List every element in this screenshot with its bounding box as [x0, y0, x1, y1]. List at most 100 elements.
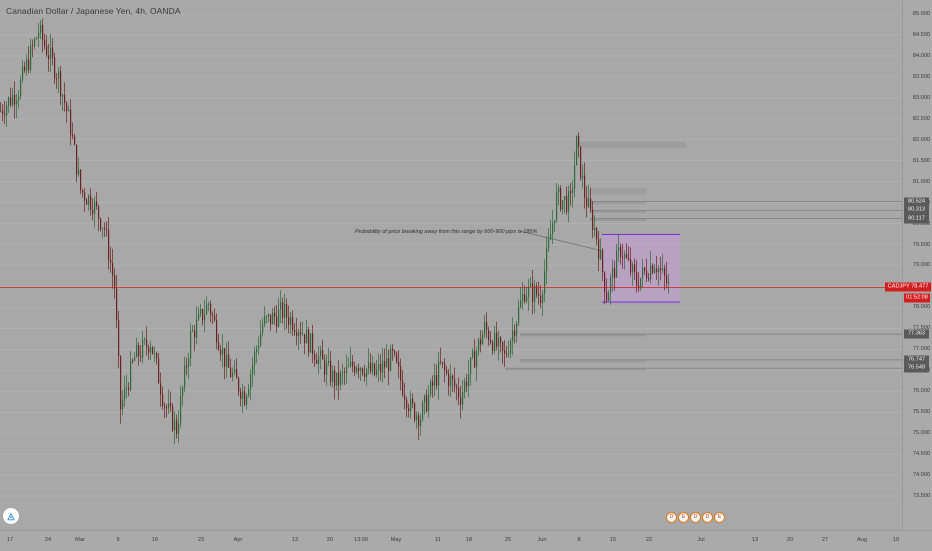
candle[interactable] — [374, 363, 376, 375]
candle[interactable] — [118, 320, 120, 357]
candle[interactable] — [154, 353, 156, 355]
candle[interactable] — [198, 313, 200, 320]
candle[interactable] — [26, 59, 28, 71]
candle[interactable] — [402, 380, 404, 395]
candle[interactable] — [206, 304, 208, 315]
candle[interactable] — [156, 353, 158, 359]
candle[interactable] — [56, 78, 58, 80]
candle[interactable] — [6, 105, 8, 116]
candle[interactable] — [64, 94, 66, 104]
candle[interactable] — [236, 368, 238, 379]
candle[interactable] — [84, 192, 86, 201]
candle[interactable] — [82, 190, 84, 193]
candle[interactable] — [666, 275, 668, 284]
candle[interactable] — [476, 351, 478, 368]
candle[interactable] — [550, 234, 552, 240]
candle[interactable] — [470, 357, 472, 374]
candle[interactable] — [556, 192, 558, 221]
candle[interactable] — [454, 379, 456, 387]
candle[interactable] — [326, 362, 328, 375]
candle[interactable] — [384, 361, 386, 368]
candle[interactable] — [190, 331, 192, 359]
candle[interactable] — [650, 265, 652, 280]
candle[interactable] — [628, 257, 630, 260]
candle[interactable] — [612, 267, 614, 278]
economic-event-icon[interactable]: D — [690, 512, 701, 523]
economic-event-icon[interactable]: E — [714, 512, 725, 523]
candle[interactable] — [442, 361, 444, 364]
candle[interactable] — [638, 285, 640, 289]
candle[interactable] — [418, 415, 420, 427]
candle[interactable] — [346, 366, 348, 374]
candle[interactable] — [404, 394, 406, 400]
candle[interactable] — [134, 357, 136, 361]
candle[interactable] — [74, 136, 76, 145]
candle[interactable] — [462, 392, 464, 405]
candle[interactable] — [662, 268, 664, 270]
candle[interactable] — [444, 363, 446, 371]
candle[interactable] — [272, 312, 274, 325]
candle[interactable] — [480, 339, 482, 345]
candle[interactable] — [656, 268, 658, 273]
candle[interactable] — [194, 330, 196, 338]
candle[interactable] — [508, 353, 510, 355]
candle[interactable] — [320, 350, 322, 357]
candle[interactable] — [270, 314, 272, 325]
candle[interactable] — [400, 366, 402, 381]
candle[interactable] — [78, 169, 80, 175]
candle[interactable] — [506, 353, 508, 355]
candle[interactable] — [310, 333, 312, 353]
candle[interactable] — [224, 348, 226, 367]
candle[interactable] — [4, 113, 6, 116]
candle[interactable] — [300, 332, 302, 335]
candle[interactable] — [258, 345, 260, 349]
candle[interactable] — [522, 294, 524, 301]
candle[interactable] — [492, 342, 494, 351]
candle[interactable] — [500, 337, 502, 343]
candle[interactable] — [126, 387, 128, 389]
economic-event-icon[interactable]: D — [666, 512, 677, 523]
candle[interactable] — [10, 97, 12, 105]
candle[interactable] — [382, 361, 384, 373]
candle[interactable] — [86, 200, 88, 205]
candle[interactable] — [290, 316, 292, 325]
candle[interactable] — [388, 358, 390, 371]
candle[interactable] — [554, 220, 556, 224]
candle[interactable] — [490, 340, 492, 343]
candle[interactable] — [184, 365, 186, 388]
candle[interactable] — [54, 57, 56, 79]
candle[interactable] — [312, 333, 314, 355]
candle[interactable] — [220, 349, 222, 355]
candle[interactable] — [626, 254, 628, 258]
candle[interactable] — [364, 373, 366, 377]
candle[interactable] — [538, 294, 540, 297]
candle[interactable] — [608, 292, 610, 301]
candle[interactable] — [44, 40, 46, 46]
candle[interactable] — [12, 95, 14, 105]
candle[interactable] — [138, 344, 140, 357]
candle[interactable] — [616, 250, 618, 278]
candle[interactable] — [446, 370, 448, 374]
candle[interactable] — [102, 228, 104, 229]
candle[interactable] — [192, 330, 194, 332]
candle[interactable] — [46, 45, 48, 56]
candle[interactable] — [92, 209, 94, 214]
candle[interactable] — [334, 370, 336, 386]
candle[interactable] — [248, 388, 250, 396]
candle[interactable] — [610, 277, 612, 293]
candle[interactable] — [338, 372, 340, 386]
candle[interactable] — [24, 66, 26, 71]
candle[interactable] — [358, 367, 360, 371]
candle[interactable] — [478, 339, 480, 352]
candle[interactable] — [214, 315, 216, 321]
candle[interactable] — [174, 419, 176, 431]
candle[interactable] — [34, 38, 36, 46]
candle[interactable] — [100, 218, 102, 229]
candle[interactable] — [282, 302, 284, 318]
candle[interactable] — [132, 360, 134, 362]
candle[interactable] — [652, 265, 654, 273]
candle[interactable] — [450, 375, 452, 387]
level-price-tag[interactable]: 80.313 — [904, 205, 929, 215]
candle[interactable] — [464, 381, 466, 393]
candle[interactable] — [72, 135, 74, 137]
